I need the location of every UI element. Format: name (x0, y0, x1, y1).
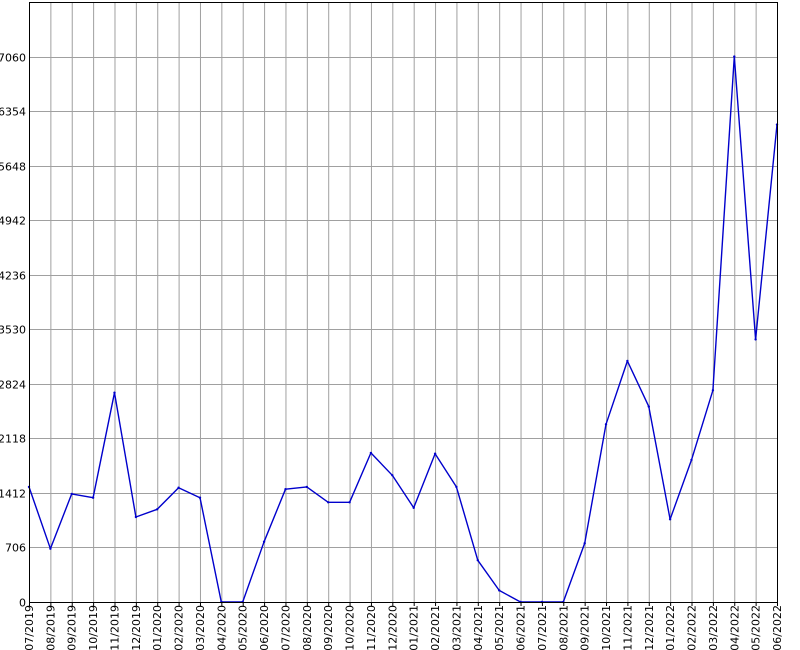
plot-border (29, 2, 778, 603)
data-point-10-2020 (348, 501, 351, 504)
data-point-04-2021 (476, 559, 479, 562)
x-tick-label: 07/2021 (536, 605, 549, 650)
x-tick-label: 08/2020 (301, 605, 314, 650)
x-tick-label: 02/2021 (429, 605, 442, 650)
data-point-11-2021 (626, 359, 629, 363)
x-tick-label: 06/2022 (771, 605, 784, 650)
x-tick-label: 10/2019 (87, 605, 100, 650)
y-tick-label: 7060 (0, 52, 26, 65)
data-point-03-2020 (198, 496, 202, 499)
y-tick-label: 4942 (0, 215, 26, 228)
x-tick-label: 04/2020 (215, 605, 228, 650)
data-point-08-2020 (305, 485, 308, 489)
series-line (28, 55, 778, 603)
x-tick-label: 12/2021 (643, 605, 656, 650)
data-point-02-2020 (177, 486, 180, 489)
x-tick-label: 09/2019 (66, 605, 79, 650)
y-tick-label: 2118 (0, 433, 26, 446)
data-point-03-2021 (455, 485, 458, 489)
x-tick-label: 01/2022 (664, 605, 677, 650)
data-point-06-2020 (262, 540, 266, 543)
y-tick-label: 706 (5, 542, 26, 555)
data-point-11-2019 (113, 391, 116, 394)
x-tick-label: 12/2019 (130, 605, 143, 650)
x-tick-label: 02/2020 (173, 605, 186, 650)
data-point-08-2019 (49, 547, 52, 550)
data-point-01-2022 (668, 518, 672, 521)
y-tick-label: 3530 (0, 324, 26, 337)
x-tick-label: 12/2020 (386, 605, 399, 650)
y-tick-label: 1412 (0, 488, 26, 501)
x-tick-label: 06/2021 (515, 605, 528, 650)
x-tick-label: 02/2022 (686, 605, 699, 650)
y-tick-label: 5648 (0, 161, 26, 174)
x-tick-label: 01/2020 (151, 605, 164, 650)
x-tick-label: 03/2022 (707, 605, 720, 650)
data-point-01-2020 (156, 508, 159, 511)
y-tick-label: 2824 (0, 379, 26, 392)
data-point-05-2022 (754, 338, 757, 341)
grid-layer (29, 2, 778, 603)
data-point-10-2021 (604, 423, 608, 426)
data-point-05-2021 (498, 589, 501, 592)
x-tick-label: 05/2021 (493, 605, 506, 650)
data-point-12-2020 (391, 474, 394, 477)
x-tick-label: 11/2021 (621, 605, 634, 650)
data-point-09-2020 (327, 501, 330, 504)
x-tick-label: 09/2021 (579, 605, 592, 650)
x-axis-ticks: 07/2019 08/2019 09/2019 10/2019 11/2019 12/20… (23, 602, 784, 650)
x-tick-label: 09/2020 (322, 605, 335, 650)
x-tick-label: 04/2022 (728, 605, 741, 650)
data-point-02-2021 (433, 452, 437, 455)
x-tick-label: 01/2021 (408, 605, 421, 650)
data-point-02-2022 (690, 458, 693, 462)
y-tick-label: 6354 (0, 106, 26, 119)
x-tick-label: 05/2022 (750, 605, 763, 650)
y-axis-ticks: 0 706 1412 2118 2824 3530 4236 4942 5648 6354 7060 (0, 52, 26, 610)
data-point-01-2021 (412, 506, 415, 509)
data-point-11-2020 (369, 451, 373, 455)
data-point-12-2021 (647, 405, 650, 408)
y-tick-label: 0 (19, 597, 26, 610)
data-point-09-2019 (70, 492, 73, 496)
x-tick-label: 05/2020 (237, 605, 250, 650)
data-point-09-2021 (583, 542, 586, 545)
x-tick-label: 08/2019 (44, 605, 57, 650)
data-point-10-2019 (91, 496, 95, 499)
data-point-03-2022 (711, 389, 715, 392)
x-tick-label: 04/2021 (472, 605, 485, 650)
x-tick-label: 11/2019 (108, 605, 121, 650)
x-tick-label: 03/2020 (194, 605, 207, 650)
x-tick-label: 08/2021 (557, 605, 570, 650)
x-tick-label: 10/2020 (344, 605, 357, 650)
x-tick-label: 07/2020 (279, 605, 292, 650)
data-point-07-2020 (284, 488, 287, 491)
data-point-04-2022 (733, 55, 736, 58)
x-tick-label: 10/2021 (600, 605, 613, 650)
x-tick-label: 06/2020 (258, 605, 271, 650)
data-point-12-2019 (134, 515, 138, 519)
x-tick-label: 07/2019 (23, 605, 36, 650)
x-tick-label: 11/2020 (365, 605, 378, 650)
series-layer (27, 55, 779, 604)
plot-frame (29, 2, 778, 603)
y-tick-label: 4236 (0, 270, 26, 283)
x-tick-label: 03/2021 (450, 605, 463, 650)
